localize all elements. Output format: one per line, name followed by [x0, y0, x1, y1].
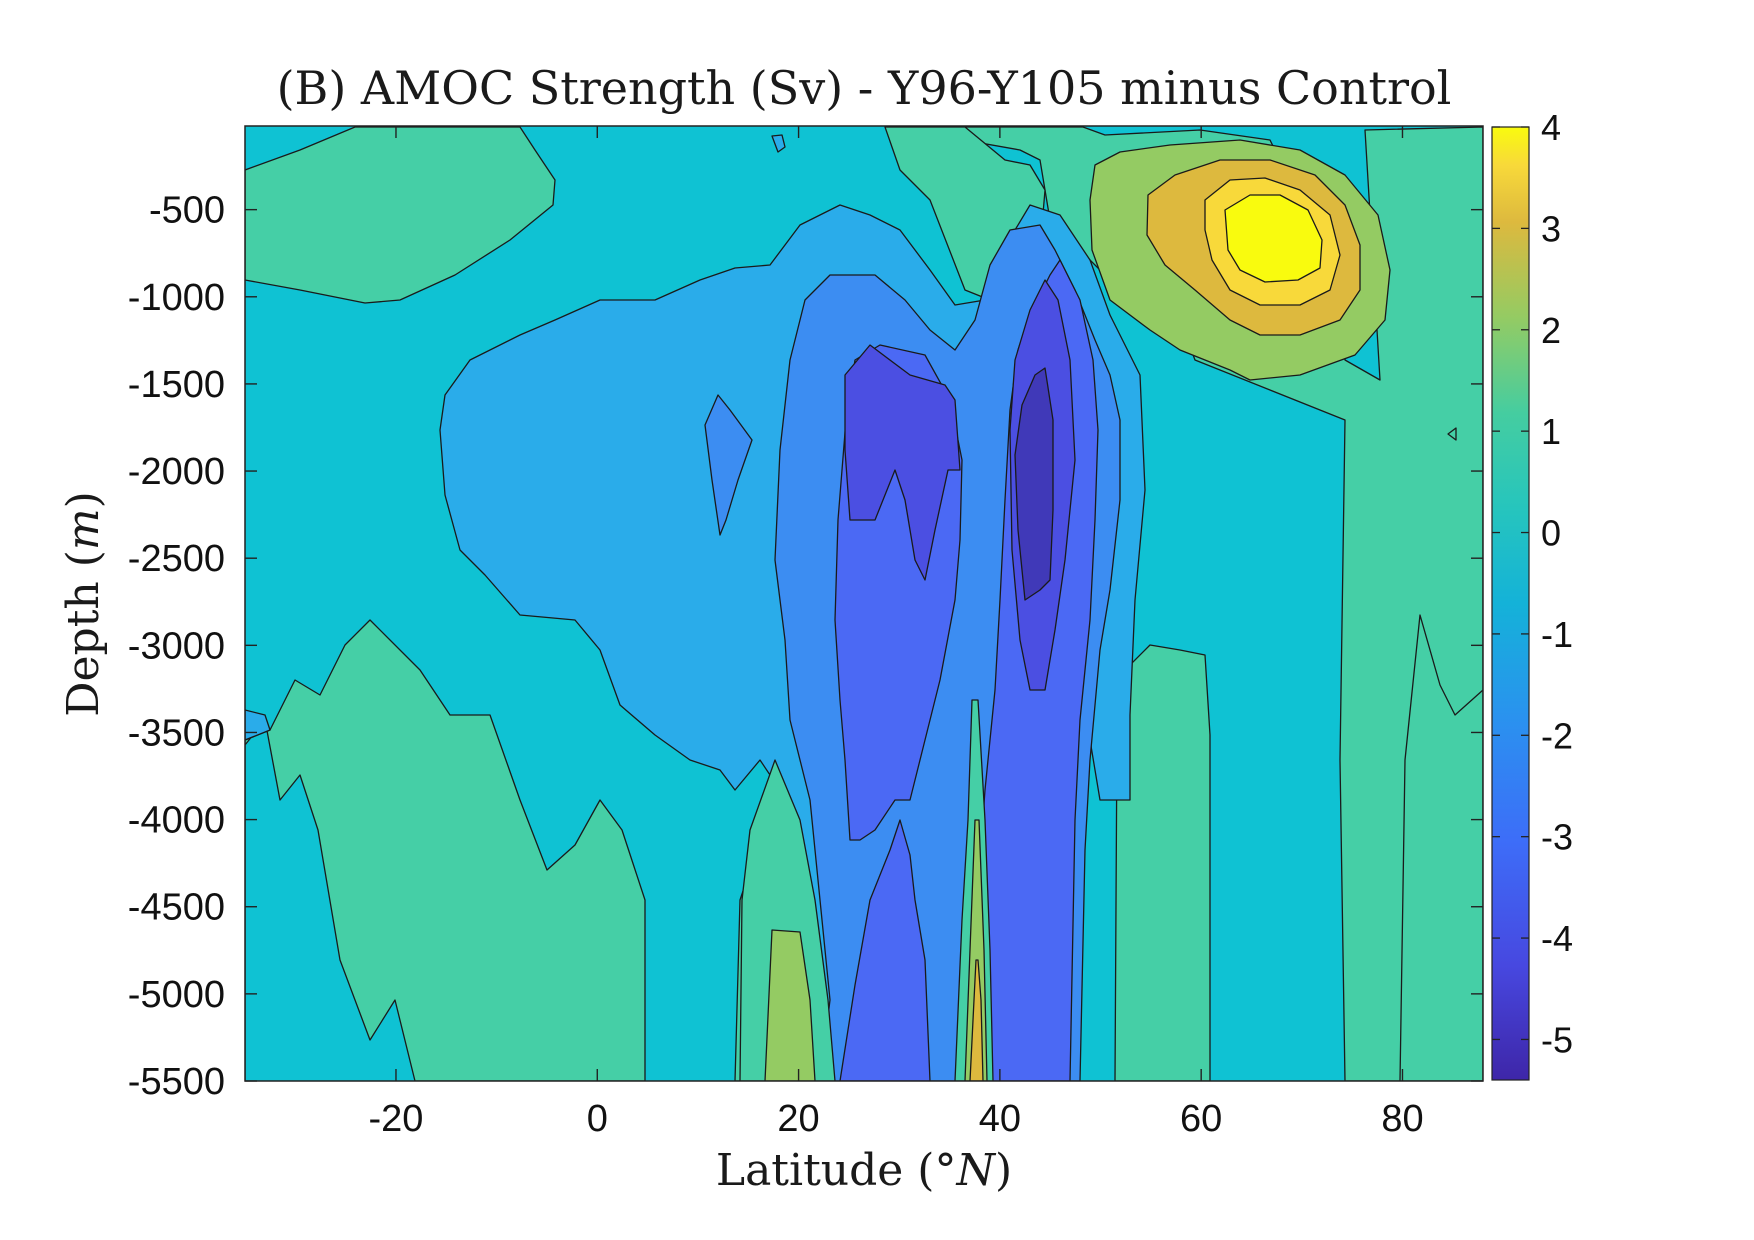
y-tick-labels: -500 -1000 -1500 -2000 -2500 -3000 -3500 -4000 -… — [128, 190, 225, 1103]
colorbar-tick-label: 3 — [1541, 208, 1561, 249]
x-tick-labels: -20 0 20 40 60 80 — [369, 1098, 1424, 1140]
plot-frame — [244, 125, 1484, 1082]
colorbar-tick-label: -3 — [1541, 817, 1573, 858]
colorbar-tick-label: 1 — [1541, 411, 1561, 452]
y-tick-label: -3000 — [128, 625, 225, 667]
y-tick-label: -5500 — [128, 1061, 225, 1103]
contour-band-small-eddy-2 — [1447, 427, 1457, 441]
contour-band-subtropical-deep — [739, 759, 836, 1081]
y-tick-label: -2500 — [128, 538, 225, 580]
colorbar-ticks — [1492, 126, 1529, 1041]
colorbar-tick-label: 4 — [1541, 107, 1561, 148]
y-tick-label: -4000 — [128, 800, 225, 842]
y-axis-label: Depth (m) — [58, 491, 109, 717]
x-axis-label: Latitude (°N) — [716, 1145, 1012, 1196]
contour-band-subtropical-positive — [764, 929, 816, 1081]
colorbar — [1491, 126, 1530, 1081]
contour-band-negative-small-lobe — [704, 394, 753, 536]
colorbar-tick-label: 0 — [1541, 513, 1561, 554]
colorbar-tick-label: 2 — [1541, 310, 1561, 351]
contour-band-southwest-upper — [245, 126, 556, 304]
y-tick-label: -5000 — [128, 974, 225, 1016]
colorbar-tick-label: -2 — [1541, 715, 1573, 756]
x-tick-label: 40 — [979, 1098, 1021, 1140]
colorbar-labels: 4 3 2 1 0 -1 -2 -3 -4 -5 — [1541, 107, 1573, 1060]
colorbar-tick-label: -1 — [1541, 614, 1573, 655]
contour-band-negative-5sv — [1014, 367, 1054, 601]
contour-band-small-eddy — [771, 134, 786, 153]
contour-band-positive-core — [1224, 194, 1323, 283]
x-tick-label: 0 — [587, 1098, 608, 1140]
y-tick-label: -3500 — [128, 712, 225, 754]
colorbar-tick-label: -4 — [1541, 918, 1573, 959]
chart-title: (B) AMOC Strength (Sv) - Y96-Y105 minus … — [277, 61, 1452, 115]
axis-ticks — [245, 126, 1483, 1082]
contour-band-south-deep — [245, 619, 646, 1081]
contour-band-negative-4sv — [844, 279, 1076, 691]
contour-band-deep-column-core — [969, 959, 984, 1081]
y-tick-label: -4500 — [128, 887, 225, 929]
x-tick-label: 20 — [777, 1098, 819, 1140]
x-tick-label: -20 — [369, 1098, 424, 1140]
x-tick-label: 60 — [1180, 1098, 1222, 1140]
contour-field — [245, 126, 1483, 1081]
y-tick-label: -2000 — [128, 451, 225, 493]
colorbar-tick-label: -5 — [1541, 1019, 1573, 1060]
x-tick-label: 80 — [1381, 1098, 1423, 1140]
y-tick-label: -500 — [149, 190, 225, 232]
y-tick-label: -1000 — [128, 277, 225, 319]
y-tick-label: -1500 — [128, 364, 225, 406]
